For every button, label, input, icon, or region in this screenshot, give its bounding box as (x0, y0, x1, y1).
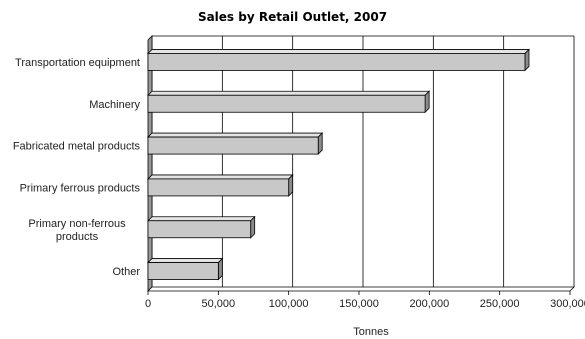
bar-top (147, 132, 324, 138)
category-label: Machinery (89, 99, 140, 111)
x-tick-label: 150,000 (339, 298, 379, 310)
bar (147, 53, 526, 71)
category-label-line: Primary non-ferrous (28, 218, 126, 230)
bar-end (217, 257, 223, 281)
chart-title: Sales by Retail Outlet, 2007 (197, 10, 388, 24)
bar-top (147, 49, 530, 54)
bar-top (147, 216, 256, 222)
category-label: Other (112, 266, 140, 278)
x-tick-label: 200,000 (409, 298, 449, 310)
bar (147, 262, 219, 280)
bar (147, 136, 319, 155)
category-label: Primary ferrous products (20, 182, 141, 194)
bar-top (147, 90, 431, 96)
bar-end (424, 90, 430, 114)
bar-end (250, 215, 256, 239)
category-label: Transportation equipment (15, 57, 140, 69)
x-tick-label: 300,000 (550, 298, 585, 310)
bar (147, 94, 426, 113)
bar-top (147, 174, 294, 180)
bar-end (288, 173, 294, 197)
left-wall (147, 35, 153, 292)
x-tick-label: 250,000 (480, 298, 520, 310)
category-label: Fabricated metal products (13, 141, 141, 153)
bar (147, 178, 290, 197)
bar-end (317, 132, 323, 156)
bar-top (147, 258, 224, 263)
x-tick-label: 0 (145, 298, 151, 310)
x-axis-label: Tonnes (353, 326, 389, 338)
category-label-line: products (56, 231, 99, 243)
x-tick-label: 100,000 (269, 298, 309, 310)
category-label: Primary non-ferrous products (28, 218, 126, 243)
x-tick-label: 50,000 (202, 298, 236, 310)
floor (147, 286, 575, 292)
bar-end (524, 48, 530, 72)
bar (147, 220, 252, 239)
